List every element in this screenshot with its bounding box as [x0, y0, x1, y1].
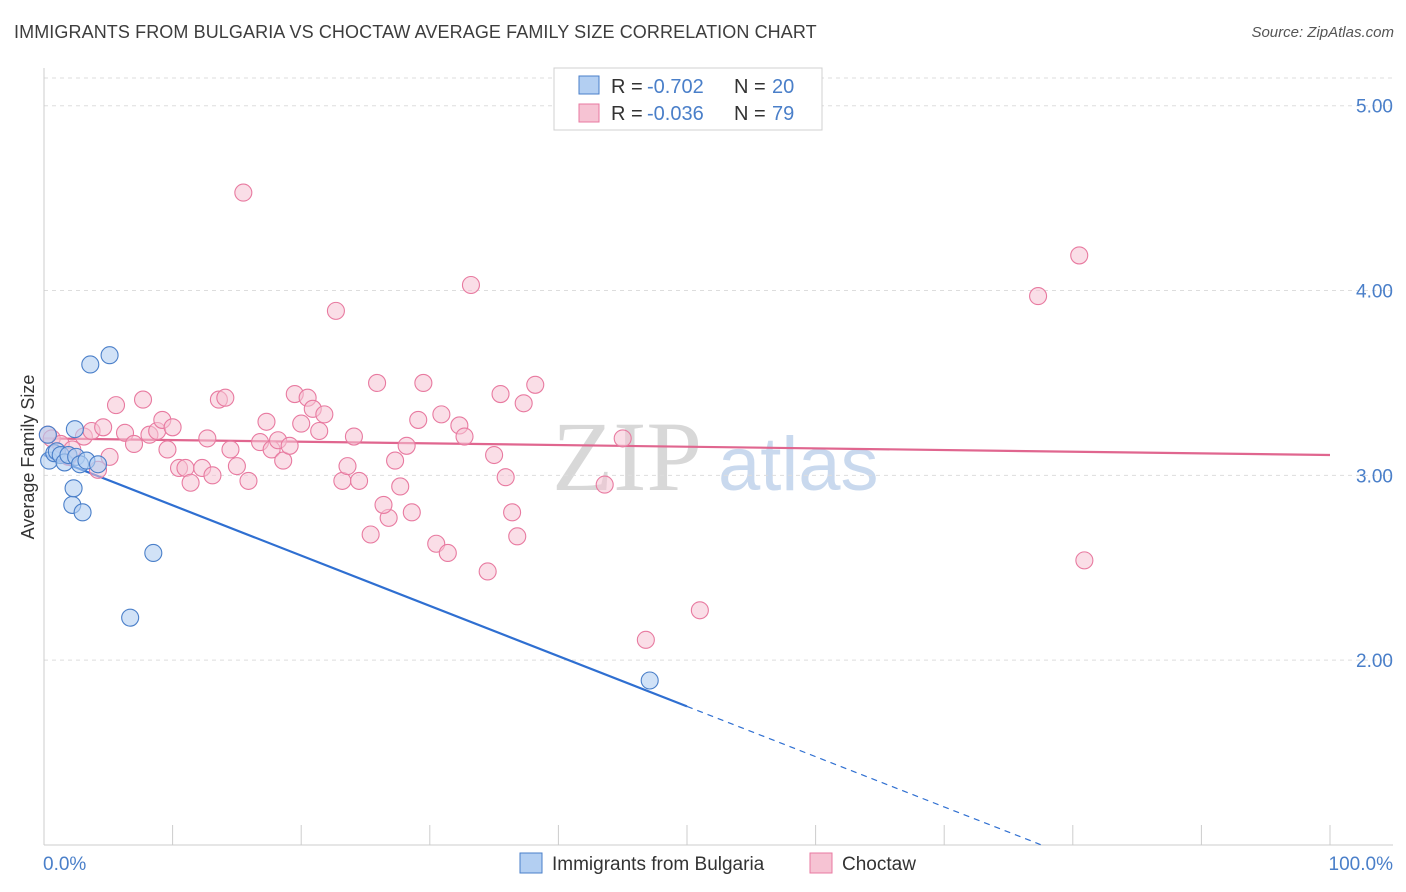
bulgaria-point-10: [65, 420, 84, 439]
legend-r-label-blue: R =: [611, 76, 643, 98]
bulgaria-trend-line: [43, 454, 688, 708]
bulgaria-point-19: [640, 671, 659, 690]
choctaw-point-53: [402, 503, 421, 522]
choctaw-point-45: [344, 427, 363, 446]
x-tick-labels: 0.0% 100.0%: [43, 854, 1393, 875]
choctaw-point-69: [234, 183, 253, 202]
y-tick-label-2: 4.00: [1356, 282, 1393, 303]
choctaw-point-42: [326, 301, 345, 320]
choctaw-point-27: [221, 440, 240, 459]
chart-source: Source: ZipAtlas.com: [1251, 24, 1394, 41]
bulgaria-point-14: [88, 455, 108, 474]
choctaw-point-64: [491, 384, 510, 404]
y-tick-label-0: 2.00: [1356, 651, 1393, 672]
choctaw-point-37: [292, 414, 311, 433]
choctaw-point-74: [1029, 287, 1048, 306]
series-legend-label-bulgaria: Immigrants from Bulgaria: [552, 854, 765, 875]
choctaw-point-29: [239, 471, 258, 490]
choctaw-point-26: [216, 388, 235, 407]
legend-n-label-blue: N =: [734, 76, 766, 98]
choctaw-point-28: [227, 457, 246, 476]
choctaw-point-63: [485, 445, 504, 465]
choctaw-point-50: [386, 451, 405, 470]
choctaw-point-31: [257, 412, 276, 431]
choctaw-point-51: [391, 477, 410, 496]
choctaw-point-65: [503, 503, 522, 522]
choctaw-point-76: [1075, 551, 1094, 570]
bulgaria-point-18: [121, 608, 140, 627]
choctaw-point-72: [636, 630, 655, 649]
bulgaria-point-17: [144, 543, 163, 563]
legend-swatch-pink: [578, 103, 600, 123]
choctaw-point-23: [198, 429, 217, 448]
series-legend: Immigrants from Bulgaria Choctaw: [519, 852, 916, 875]
choctaw-point-40: [310, 421, 329, 441]
y-axis-title: Average Family Size: [18, 375, 38, 540]
legend-n-value-blue: 20: [772, 76, 794, 98]
bulgaria-point-12: [73, 503, 92, 522]
legend-r-label-pink: R =: [611, 103, 643, 125]
choctaw-point-54: [414, 373, 433, 393]
choctaw-point-17: [158, 440, 177, 459]
choctaw-point-62: [478, 562, 497, 581]
choctaw-point-58: [438, 543, 457, 563]
y-tick-label-1: 3.00: [1356, 466, 1393, 487]
choctaw-point-60: [455, 427, 474, 446]
choctaw-point-10: [106, 396, 126, 415]
choctaw-point-66: [508, 527, 527, 546]
bulgaria-points: [38, 346, 659, 690]
bulgaria-point-0: [38, 425, 57, 444]
choctaw-point-18: [163, 418, 182, 437]
watermark-atlas: atlas: [718, 422, 879, 507]
grid-lines: [44, 77, 1393, 661]
choctaw-point-67: [514, 394, 533, 413]
x-tick-label-left: 0.0%: [43, 854, 86, 875]
bulgaria-point-8: [64, 479, 83, 498]
correlation-legend: R = -0.702 N = 20 R = -0.036 N = 79: [553, 67, 823, 131]
legend-n-label-pink: N =: [734, 103, 766, 125]
legend-swatch-blue: [578, 75, 600, 95]
y-tick-labels: 2.00 3.00 4.00 5.00: [1356, 97, 1393, 672]
choctaw-point-13: [133, 390, 153, 409]
choctaw-point-46: [350, 471, 369, 490]
choctaw-point-55: [409, 410, 428, 429]
choctaw-point-73: [690, 601, 709, 620]
choctaw-point-61: [461, 275, 481, 295]
axes: [43, 68, 1393, 846]
watermark: ZIP atlas: [552, 401, 879, 512]
choctaw-point-44: [338, 457, 357, 476]
x-tick-label-right: 100.0%: [1329, 854, 1394, 875]
choctaw-point-71: [613, 429, 632, 448]
legend-n-value-pink: 79: [772, 103, 794, 125]
choctaw-points: [38, 183, 1094, 649]
choctaw-point-41: [315, 405, 334, 424]
choctaw-point-75: [1070, 246, 1089, 265]
bulgaria-point-15: [81, 355, 100, 374]
choctaw-point-77: [496, 468, 515, 487]
choctaw-point-68: [526, 375, 545, 394]
series-legend-label-choctaw: Choctaw: [842, 854, 916, 875]
choctaw-point-47: [361, 525, 380, 544]
watermark-zip: ZIP: [552, 401, 702, 512]
series-legend-swatch-choctaw: [809, 852, 833, 874]
choctaw-point-12: [124, 434, 144, 453]
choctaw-point-52: [397, 436, 416, 455]
choctaw-point-8: [94, 418, 113, 437]
choctaw-point-21: [181, 473, 200, 492]
bulgaria-point-16: [100, 346, 119, 365]
bulgaria-trend-extension: [686, 705, 1041, 846]
choctaw-point-24: [203, 466, 222, 485]
choctaw-point-48: [368, 373, 387, 393]
choctaw-point-35: [280, 436, 299, 455]
y-tick-label-3: 5.00: [1356, 97, 1393, 118]
chart-title: IMMIGRANTS FROM BULGARIA VS CHOCTAW AVER…: [14, 22, 817, 42]
legend-r-value-blue: -0.702: [647, 76, 704, 98]
choctaw-point-70: [595, 475, 614, 494]
legend-r-value-pink: -0.036: [647, 103, 704, 125]
choctaw-point-57: [432, 405, 451, 424]
series-legend-swatch-bulgaria: [519, 852, 543, 874]
choctaw-point-78: [374, 495, 393, 514]
